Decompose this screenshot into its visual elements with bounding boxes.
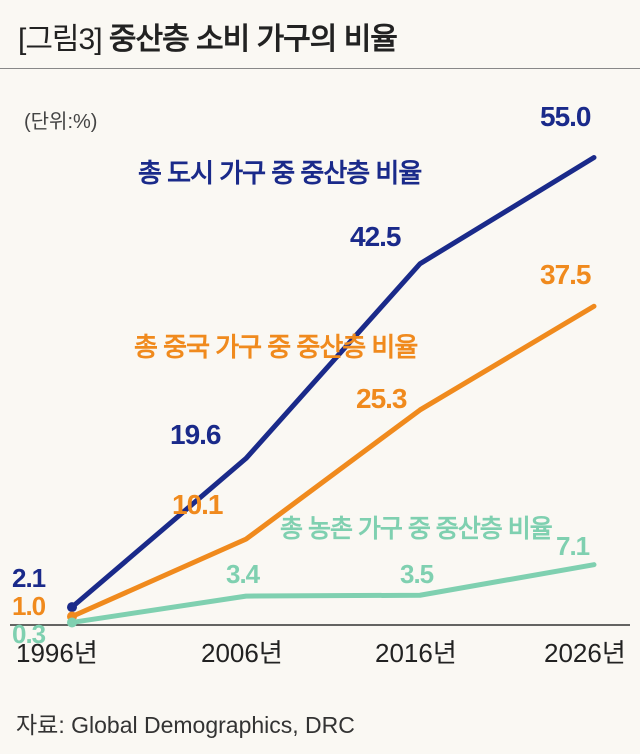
chart-header: [그림3] 중산층 소비 가구의 비율	[0, 0, 640, 69]
data-label-rural-3: 7.1	[556, 531, 589, 562]
x-tick-1: 2006년	[201, 633, 283, 670]
source-prefix: 자료:	[16, 712, 65, 738]
source-text: Global Demographics, DRC	[71, 712, 355, 738]
x-tick-0: 1996년	[16, 633, 98, 670]
header-title: 중산층 소비 가구의 비율	[109, 23, 397, 56]
data-label-rural-1: 3.4	[226, 559, 259, 590]
header-prefix: [그림3]	[18, 23, 102, 56]
x-tick-3: 2026년	[544, 633, 626, 670]
data-label-total-1: 10.1	[172, 489, 223, 521]
data-label-total-2: 25.3	[356, 383, 407, 415]
data-label-total-0: 1.0	[12, 591, 45, 622]
data-label-urban-0: 2.1	[12, 563, 45, 594]
data-label-urban-1: 19.6	[170, 419, 221, 451]
source-line: 자료: Global Demographics, DRC	[16, 706, 355, 740]
series-line-rural	[72, 565, 594, 623]
data-label-rural-2: 3.5	[400, 559, 433, 590]
x-tick-2: 2016년	[375, 633, 457, 670]
series-label-urban: 총 도시 가구 중 중산층 비율	[138, 153, 421, 190]
data-label-total-3: 37.5	[540, 259, 591, 291]
data-label-urban-2: 42.5	[350, 221, 401, 253]
series-label-rural: 총 농촌 가구 중 중산층 비율	[280, 509, 552, 545]
data-label-urban-3: 55.0	[540, 101, 591, 133]
chart-area: (단위:%) 총 도시 가구 중 중산층 비율2.119.642.555.0총 …	[0, 69, 640, 669]
series-label-total: 총 중국 가구 중 중산층 비율	[134, 327, 417, 364]
